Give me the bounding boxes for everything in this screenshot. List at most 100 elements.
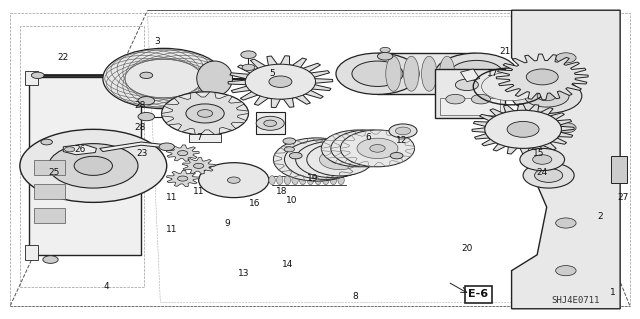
Ellipse shape — [273, 138, 360, 181]
Polygon shape — [228, 56, 333, 108]
Circle shape — [256, 116, 284, 130]
Circle shape — [370, 145, 385, 152]
Circle shape — [138, 97, 155, 105]
Ellipse shape — [422, 56, 437, 91]
Circle shape — [380, 48, 390, 52]
Ellipse shape — [323, 176, 329, 185]
Circle shape — [269, 76, 292, 87]
Ellipse shape — [307, 143, 373, 176]
Text: 11: 11 — [166, 225, 177, 234]
Circle shape — [351, 145, 366, 152]
Ellipse shape — [331, 155, 349, 164]
Polygon shape — [511, 10, 620, 309]
Circle shape — [396, 127, 411, 135]
Ellipse shape — [404, 56, 419, 91]
Ellipse shape — [276, 176, 283, 185]
Bar — [611, 156, 627, 183]
Text: 15: 15 — [532, 149, 544, 158]
Circle shape — [177, 151, 188, 156]
Text: 3: 3 — [154, 38, 160, 47]
Polygon shape — [182, 158, 215, 174]
Ellipse shape — [305, 154, 328, 165]
Text: 7: 7 — [196, 133, 202, 142]
Circle shape — [242, 64, 255, 70]
Ellipse shape — [284, 176, 291, 185]
Ellipse shape — [321, 130, 396, 167]
Bar — [378, 53, 476, 94]
Circle shape — [534, 168, 563, 182]
Circle shape — [556, 123, 576, 133]
Text: 24: 24 — [536, 168, 548, 177]
Text: E-6: E-6 — [468, 289, 488, 300]
Text: 21: 21 — [499, 47, 511, 56]
Text: 28: 28 — [134, 101, 145, 110]
Ellipse shape — [269, 176, 275, 185]
Circle shape — [41, 139, 52, 145]
Circle shape — [524, 85, 569, 107]
Circle shape — [159, 143, 174, 151]
Text: 2: 2 — [597, 212, 602, 221]
Text: 11: 11 — [193, 187, 204, 196]
Text: 18: 18 — [276, 187, 287, 196]
Circle shape — [227, 177, 240, 183]
Ellipse shape — [348, 138, 388, 159]
Circle shape — [484, 110, 561, 148]
Circle shape — [378, 52, 393, 60]
Ellipse shape — [290, 146, 344, 173]
Ellipse shape — [357, 138, 398, 159]
Ellipse shape — [340, 130, 415, 167]
Text: 13: 13 — [237, 269, 249, 278]
Text: 11: 11 — [166, 193, 177, 202]
Polygon shape — [162, 92, 248, 135]
Circle shape — [74, 156, 113, 175]
Polygon shape — [166, 145, 199, 161]
Ellipse shape — [310, 148, 355, 171]
Circle shape — [336, 53, 419, 94]
Circle shape — [162, 92, 248, 135]
Ellipse shape — [323, 155, 342, 164]
Ellipse shape — [440, 56, 455, 91]
Circle shape — [481, 72, 539, 101]
Text: 27: 27 — [618, 193, 629, 202]
Ellipse shape — [338, 138, 379, 159]
Ellipse shape — [196, 61, 232, 96]
Circle shape — [471, 94, 490, 104]
Circle shape — [456, 79, 478, 91]
Polygon shape — [166, 170, 199, 187]
Circle shape — [283, 138, 296, 144]
Circle shape — [140, 72, 153, 78]
Ellipse shape — [331, 130, 405, 167]
Text: 9: 9 — [225, 219, 230, 227]
Circle shape — [65, 147, 75, 152]
Ellipse shape — [314, 154, 335, 165]
Bar — [34, 208, 65, 223]
Circle shape — [390, 152, 403, 159]
Text: 5: 5 — [269, 69, 275, 78]
Bar — [34, 160, 65, 175]
Text: 17: 17 — [486, 69, 498, 78]
Circle shape — [264, 120, 276, 126]
Ellipse shape — [386, 56, 401, 91]
Circle shape — [526, 69, 558, 85]
Circle shape — [49, 144, 138, 188]
Circle shape — [177, 176, 188, 181]
Text: 23: 23 — [137, 149, 148, 158]
Circle shape — [193, 163, 204, 168]
Text: 6: 6 — [365, 133, 371, 142]
Text: 20: 20 — [461, 244, 472, 253]
Text: 4: 4 — [103, 282, 109, 291]
Text: 28: 28 — [134, 123, 145, 132]
Text: 14: 14 — [282, 260, 294, 269]
Text: 19: 19 — [307, 174, 318, 183]
Circle shape — [537, 91, 556, 101]
Circle shape — [289, 152, 302, 159]
Bar — [440, 98, 500, 115]
Bar — [435, 69, 505, 118]
Circle shape — [31, 72, 44, 78]
Text: 16: 16 — [249, 199, 260, 208]
Circle shape — [435, 53, 518, 94]
Circle shape — [450, 60, 503, 87]
Bar — [25, 245, 38, 260]
Circle shape — [138, 113, 155, 121]
Circle shape — [197, 110, 212, 117]
